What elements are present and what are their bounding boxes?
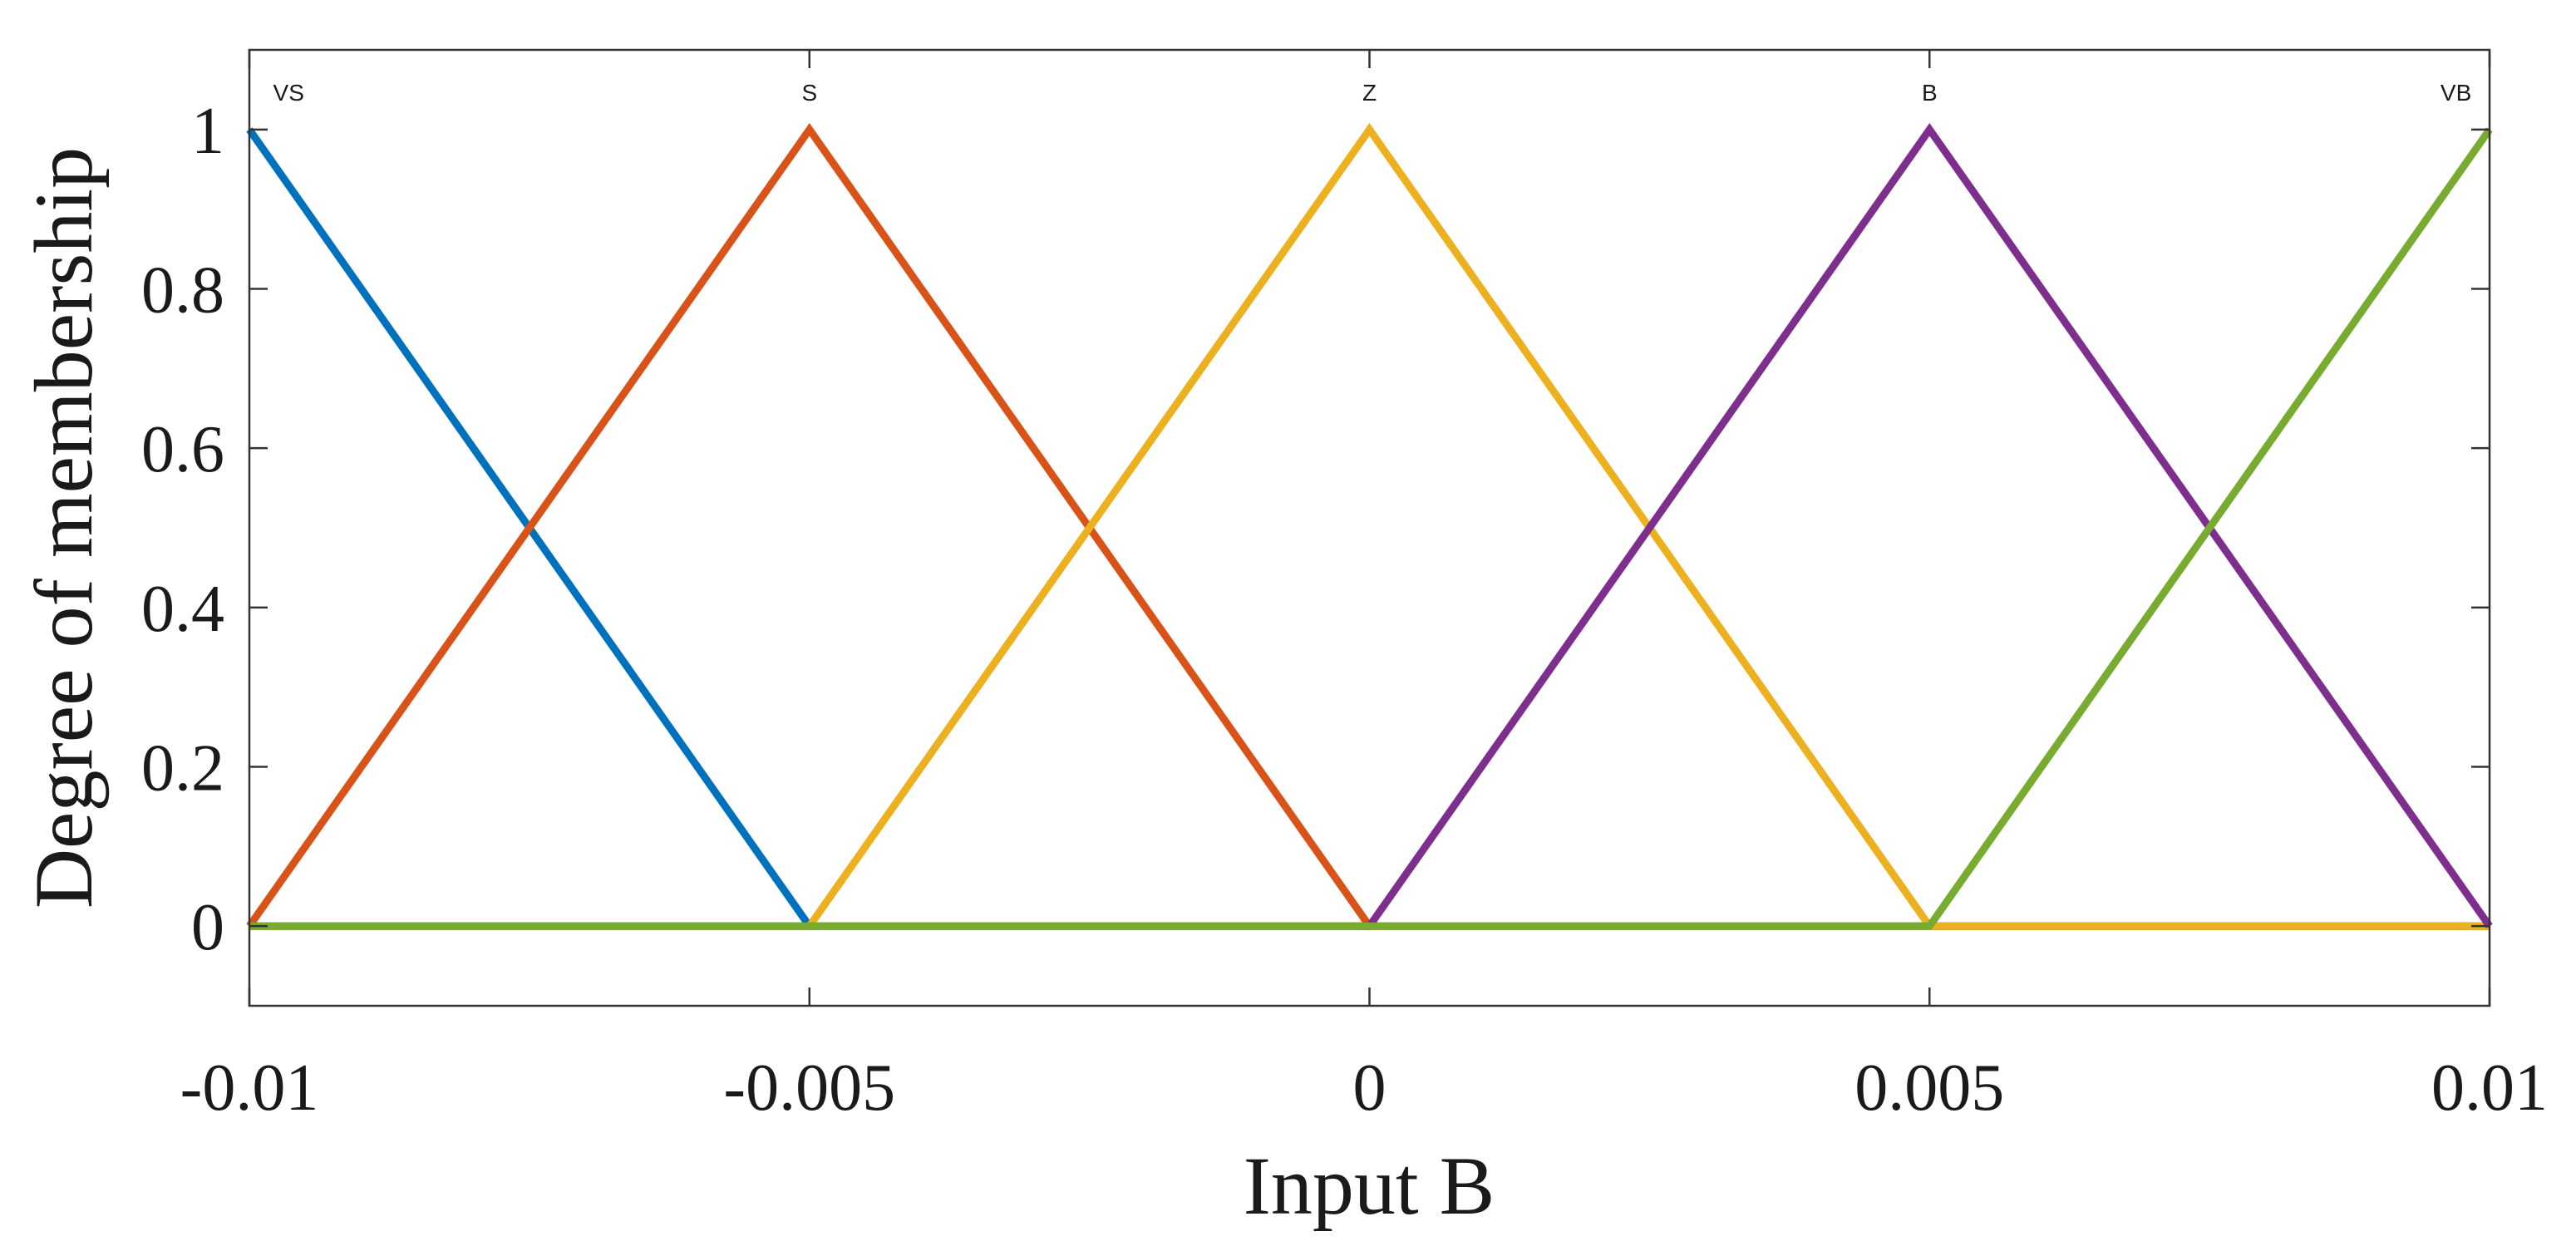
x-tick-label: -0.005 [723, 1052, 895, 1125]
x-tick-label: 0 [1353, 1052, 1387, 1125]
series-line-vb [249, 127, 2493, 930]
label-layer: VS S Z B VB [273, 80, 2472, 106]
y-tick-label: 1 [191, 95, 224, 168]
series-label-z: Z [1362, 80, 1377, 106]
x-tick-label: 0.005 [1854, 1052, 2004, 1125]
tick-layer: -0.01 -0.005 0 0.005 0.01 0 0.2 0.4 0.6 0.8 1 [141, 50, 2548, 1125]
x-tick-label: 0.01 [2431, 1052, 2548, 1125]
series-label-s: S [801, 80, 817, 106]
x-tick-label: -0.01 [180, 1052, 319, 1125]
y-tick-label: 0 [191, 891, 224, 964]
series-label-vs: VS [273, 80, 304, 106]
y-tick-label: 0.4 [141, 573, 224, 646]
y-tick-label: 0.8 [141, 254, 224, 328]
series-label-vb: VB [2441, 80, 2471, 106]
y-tick-label: 0.6 [141, 413, 224, 486]
series-label-b: B [1922, 80, 1938, 106]
y-tick-label: 0.2 [141, 732, 224, 805]
series-layer [246, 122, 2493, 930]
x-axis-title: Input B [1244, 1140, 1495, 1232]
y-axis-title: Degree of membership [17, 147, 110, 909]
